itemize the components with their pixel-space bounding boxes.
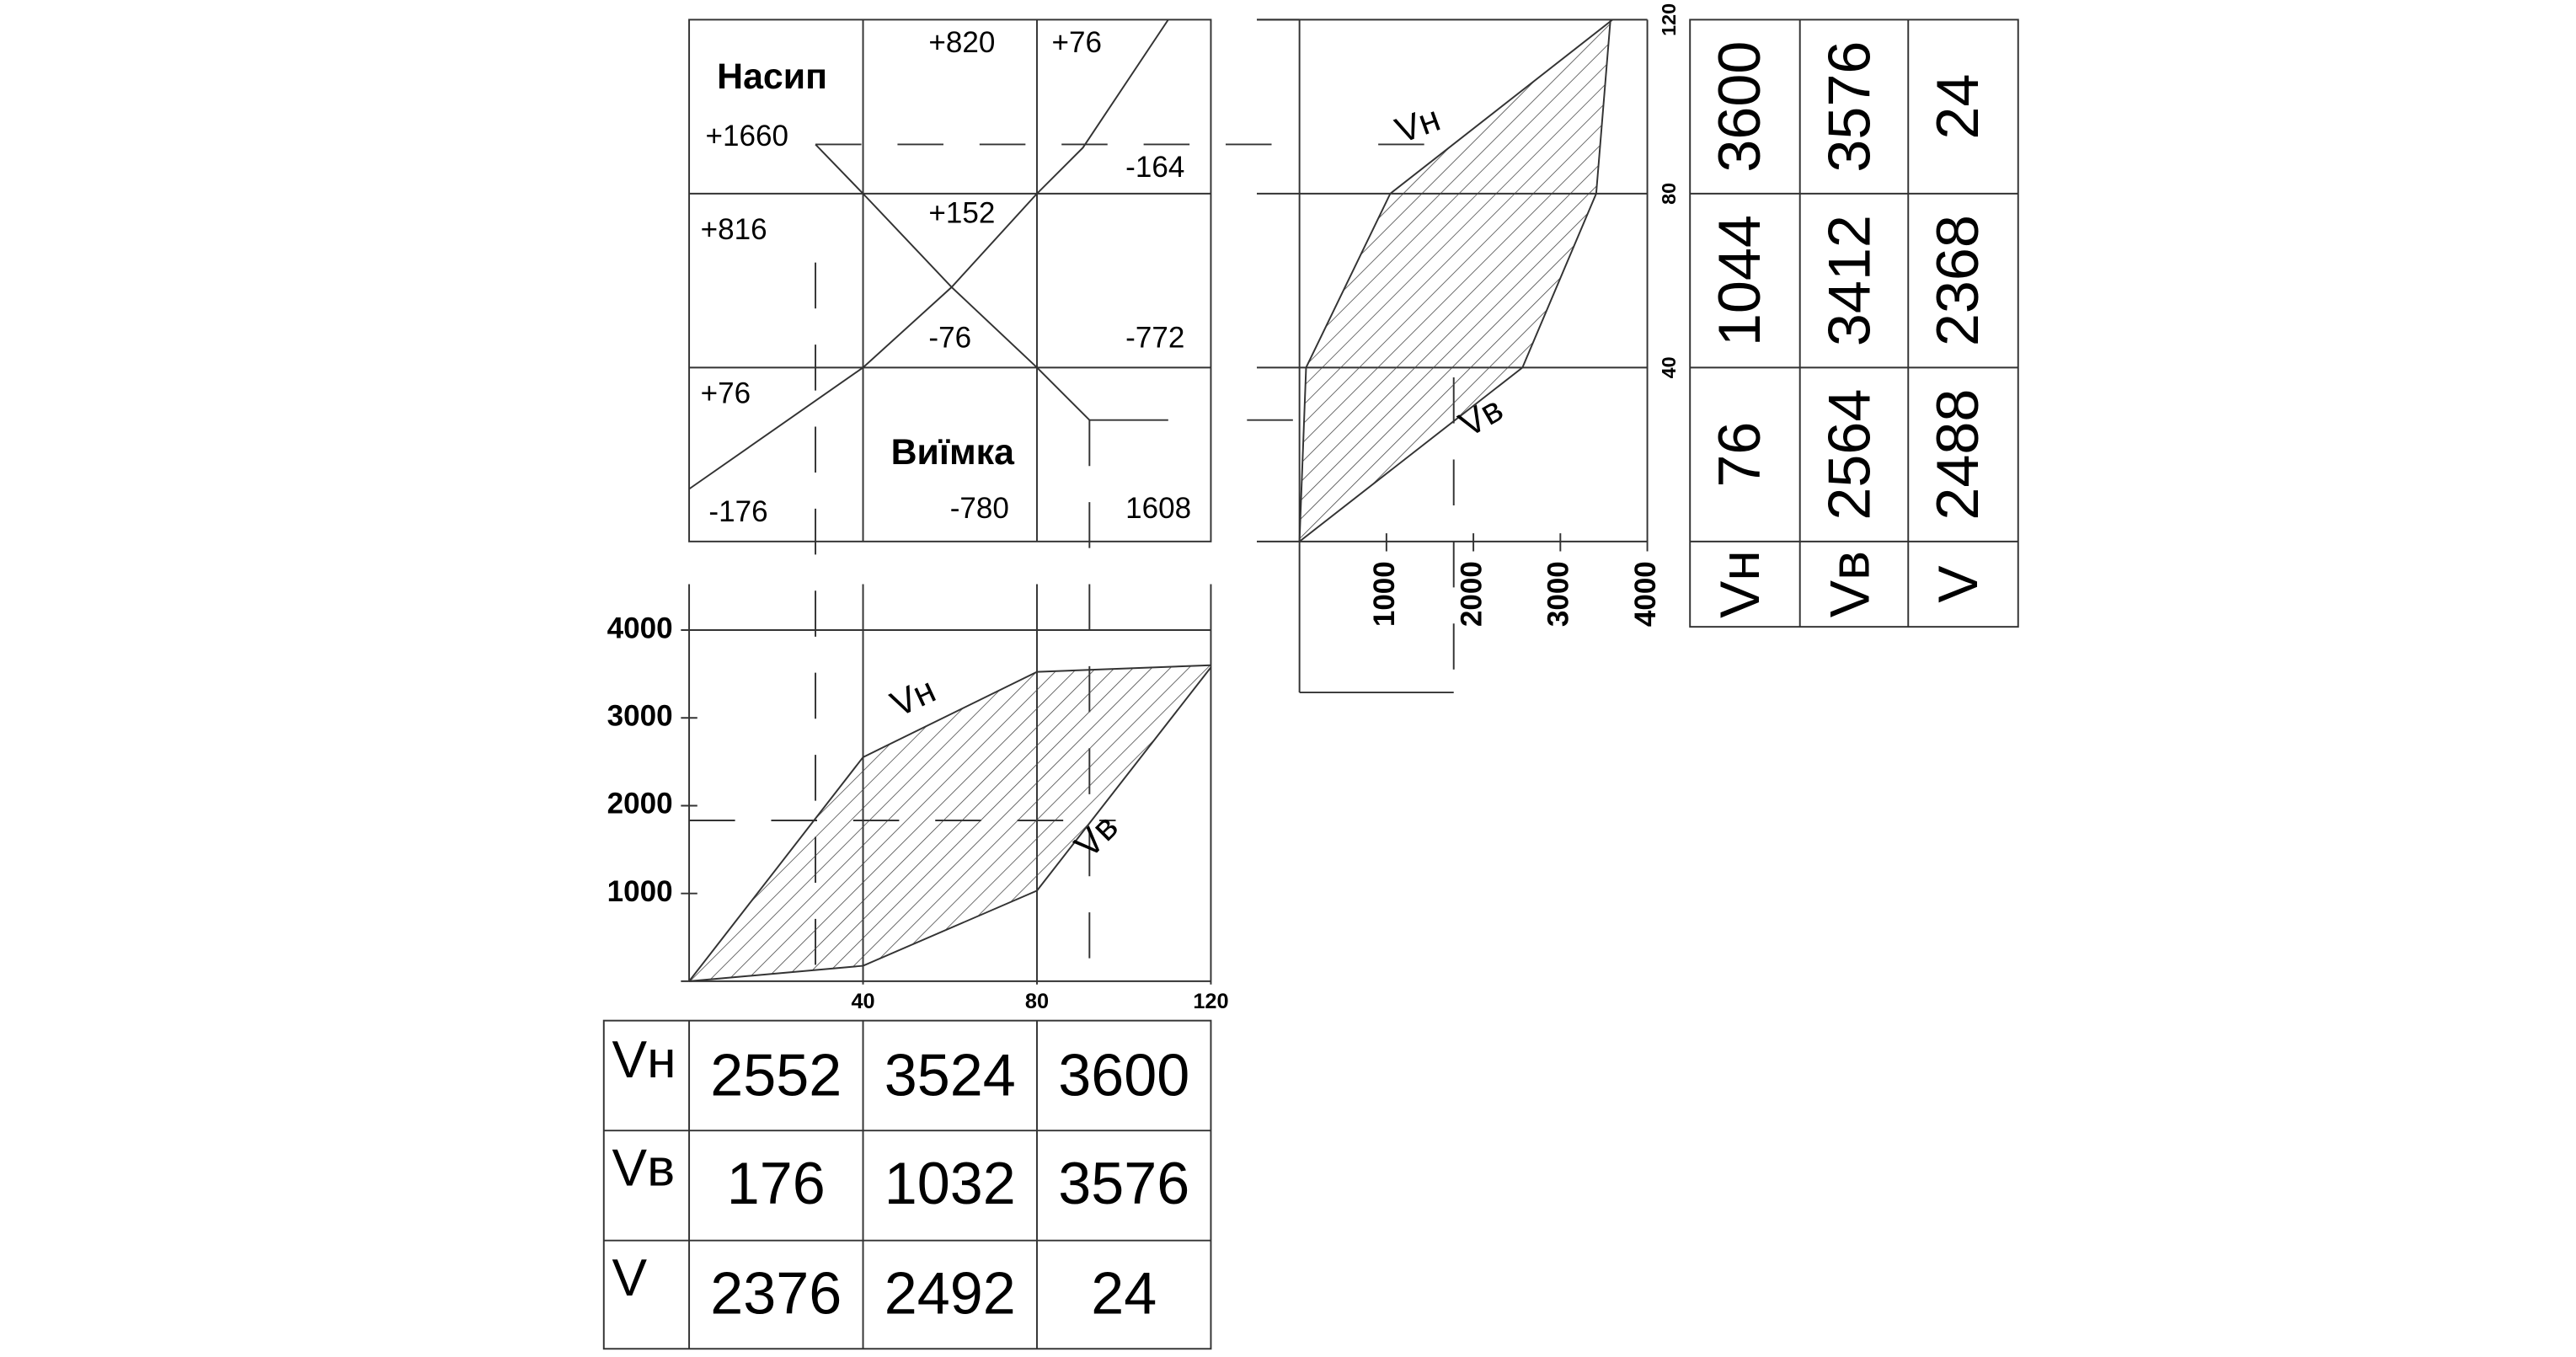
table-cell: 1044: [1707, 215, 1772, 346]
grid-frame: [688, 19, 1212, 542]
grid-label: -76: [928, 322, 971, 355]
table-cell: 3412: [1816, 215, 1882, 346]
table-cell: 3600: [1058, 1042, 1189, 1108]
grid-label: +76: [701, 377, 751, 410]
curve-segment: [1305, 193, 1392, 368]
curve-segment: [1298, 367, 1307, 542]
bottom-table: [602, 1019, 1212, 1350]
table-cell: 2492: [884, 1260, 1016, 1326]
grid-label: -772: [1125, 322, 1184, 355]
y-tick-label: 120: [1658, 3, 1680, 36]
grid-label: -176: [708, 495, 767, 528]
y-tick-label: 3000: [607, 700, 673, 733]
curve-segment: [1389, 19, 1613, 195]
grid-label: -780: [950, 492, 1009, 525]
column-label: V: [1927, 565, 1990, 602]
table-cell: 24: [1091, 1260, 1157, 1326]
grid-label: +1660: [706, 120, 788, 152]
table-cell: 2552: [710, 1042, 842, 1108]
curve-segment: [688, 756, 864, 982]
y-tick-label: 80: [1658, 183, 1680, 205]
fill-line: [688, 19, 1169, 490]
x-tick-label: 4000: [1629, 561, 1662, 627]
table-cell: 24: [1925, 74, 1991, 140]
x-tick-label: 3000: [1542, 561, 1575, 627]
hatch-area: [1299, 19, 1613, 542]
grid-label: +816: [701, 213, 767, 246]
table-cell: 176: [727, 1151, 826, 1216]
y-tick-label: 4000: [607, 612, 673, 644]
table-cell: 3600: [1707, 41, 1772, 173]
grid-label: 1608: [1125, 492, 1191, 525]
y-tick-label: 2000: [607, 788, 673, 820]
grid-label: +820: [928, 26, 995, 59]
curve-segment: [1036, 666, 1212, 891]
curve-segment: [1299, 366, 1523, 542]
curve-segment: [1595, 19, 1611, 194]
x-tick-label: 120: [1193, 990, 1228, 1013]
x-tick-label: 1000: [1368, 561, 1401, 627]
table-frame: [602, 1019, 1212, 1350]
x-tick-label: 2000: [1455, 561, 1488, 627]
curve-segment: [863, 670, 1038, 758]
curve-segment: [1521, 193, 1597, 368]
grid-label: Виїмка: [891, 432, 1015, 473]
right-table: [1689, 19, 2019, 628]
column-label: Vв: [1819, 551, 1881, 617]
grid-label: +76: [1052, 26, 1102, 59]
table-cell: 1032: [884, 1151, 1016, 1216]
table-cell: 76: [1707, 422, 1772, 488]
cut-line: [815, 143, 1168, 421]
table-cell: 2368: [1925, 215, 1991, 346]
x-tick-label: 80: [1025, 990, 1049, 1013]
column-label: Vн: [1709, 550, 1772, 618]
row-label: Vв: [612, 1139, 676, 1197]
x-tick-label: 40: [851, 990, 874, 1013]
row-label: V: [612, 1249, 648, 1307]
curve-label: Vн: [1390, 99, 1446, 152]
table-cell: 3576: [1058, 1151, 1189, 1216]
table-cell: 3524: [884, 1042, 1016, 1108]
table-cell: 2564: [1816, 389, 1882, 521]
curve-segment: [1036, 664, 1211, 673]
grid-label: Насип: [717, 56, 827, 97]
y-tick-label: 1000: [607, 875, 673, 908]
hatch-area: [689, 665, 1211, 981]
table-frame: [1689, 19, 2019, 628]
table-cell: 2488: [1925, 389, 1991, 521]
grid-label: +152: [928, 196, 995, 229]
curve-label: Vн: [884, 670, 942, 725]
row-label: Vн: [612, 1031, 676, 1089]
grid-label: -164: [1125, 151, 1184, 184]
y-tick-label: 40: [1658, 356, 1680, 378]
table-cell: 3576: [1816, 41, 1882, 173]
bottom-chart: [681, 584, 1211, 982]
curve-segment: [863, 890, 1038, 967]
table-cell: 2376: [710, 1260, 842, 1326]
curve-segment: [688, 964, 863, 982]
